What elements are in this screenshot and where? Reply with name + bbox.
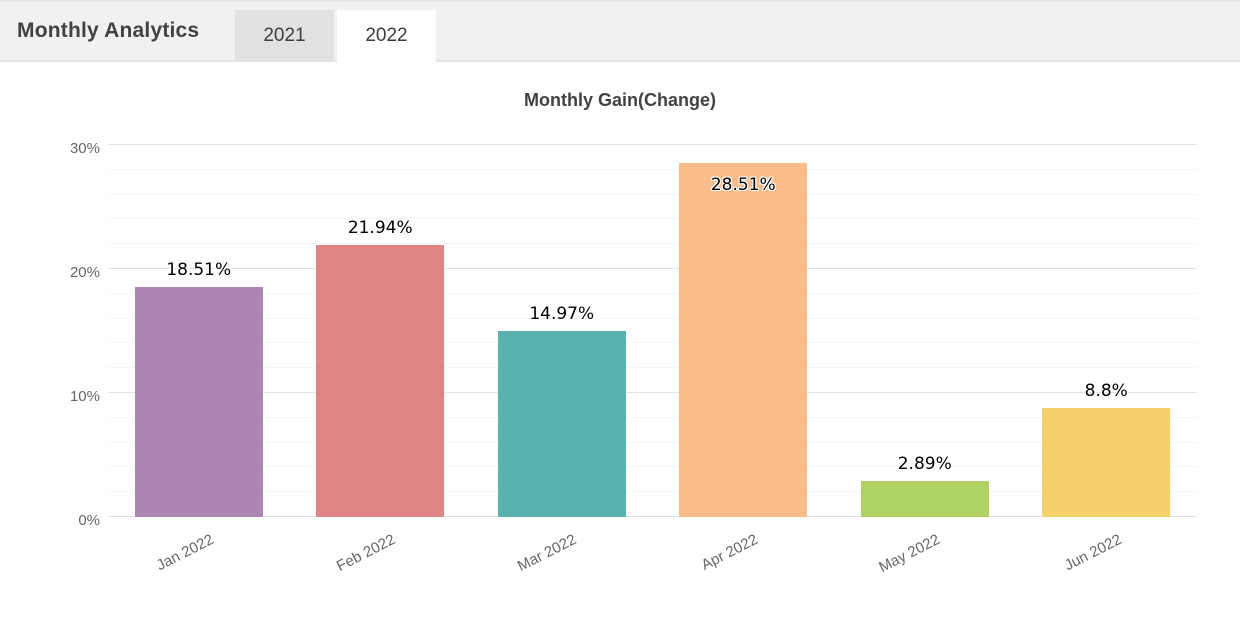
minor-gridline [108,168,1197,170]
bar-value-label: 21.94% [347,217,413,238]
minor-gridline [108,466,1197,468]
major-gridline [108,268,1197,269]
x-axis-label: Feb 2022 [333,531,398,575]
bar-value-label: 18.51% [166,260,232,281]
minor-gridline [108,218,1197,220]
y-axis: 0% 10% 20% 30% [0,0,100,626]
minor-gridline [108,317,1197,319]
bar-jan-2022[interactable] [134,287,263,517]
bar-value-label: 2.89% [897,454,952,475]
minor-gridline [108,416,1197,418]
y-axis-label: 10% [69,388,100,405]
tab-2021[interactable]: 2021 [235,10,334,62]
minor-gridline [108,243,1197,245]
x-axis-label: Apr 2022 [698,531,761,574]
x-axis-label: Jan 2022 [153,531,217,575]
x-axis-label: Jun 2022 [1061,531,1124,575]
y-axis-label: 20% [69,264,100,281]
minor-gridline [108,367,1197,369]
bar-feb-2022[interactable] [316,244,445,517]
bar-value-label: 8.8% [1084,380,1128,401]
bar-mar-2022[interactable] [497,331,626,517]
y-axis-label: 30% [69,140,100,157]
plot-area: 18.51% 21.94% 14.97% 28.51% 2.89% 8.8% [108,144,1197,517]
bar-value-label: 14.97% [529,304,595,325]
minor-gridline [108,441,1197,443]
bar-value-label: 28.51% [710,175,776,196]
major-gridline [108,144,1197,145]
page-title: Monthly Analytics [17,19,200,42]
bar-jun-2022[interactable] [1042,407,1171,517]
tab-2022[interactable]: 2022 [337,10,436,62]
bar-apr-2022[interactable] [679,163,808,517]
major-gridline [108,392,1197,393]
chart-title: Monthly Gain(Change) [524,90,716,110]
minor-gridline [108,491,1197,493]
major-gridline [108,516,1197,517]
x-axis-label: Mar 2022 [515,531,580,575]
tab-bar: Monthly Analytics 2021 2022 [0,0,1240,62]
x-axis: Jan 2022 Feb 2022 Mar 2022 Apr 2022 May 2022… [108,517,1197,617]
minor-gridline [108,292,1197,294]
minor-gridline [108,342,1197,344]
bar-may-2022[interactable] [860,481,989,517]
x-axis-label: May 2022 [876,531,943,577]
minor-gridline [108,193,1197,195]
y-axis-label: 0% [78,512,100,529]
